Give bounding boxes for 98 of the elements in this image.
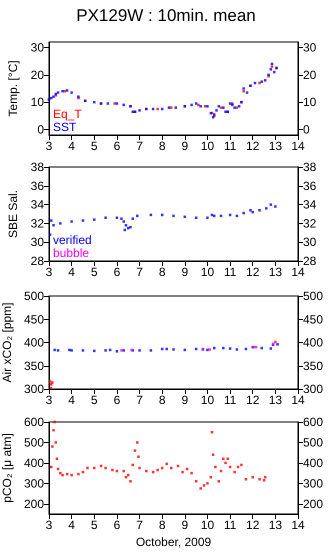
y2-tick-label: 450 [303, 312, 324, 326]
legend-label: bubble [53, 246, 90, 260]
y-axis-title: SBE Sal. [6, 190, 20, 238]
x-tick-label: 9 [181, 393, 188, 407]
x-tick-label: 9 [181, 139, 188, 153]
y-tick-label: 30 [30, 235, 44, 250]
x-tick-label: 14 [291, 393, 305, 407]
x-tick-label: 5 [90, 393, 98, 407]
y-tick-label: 200 [24, 496, 44, 511]
y2-tick-label: 30 [303, 235, 317, 250]
y2-tick-label: 500 [303, 435, 324, 450]
y2-tick-label: 36 [303, 178, 317, 193]
x-tick-label: 3 [46, 265, 53, 279]
y2-tick-label: 300 [303, 382, 324, 396]
y2-tick-label: 300 [303, 476, 324, 490]
y-tick-label: 300 [24, 382, 44, 396]
series-label: verified [53, 233, 92, 247]
x-tick-label: 11 [224, 139, 237, 153]
x-tick-label: 13 [268, 393, 282, 407]
x-tick-label: 4 [68, 139, 76, 153]
x-tick-label: 14 [291, 518, 305, 532]
x-tick-label: 10 [200, 139, 214, 153]
x-tick-label: 8 [158, 518, 166, 532]
x-tick-label: 5 [90, 518, 98, 532]
x-tick-label: 5 [90, 139, 98, 153]
x-tick-label: 6 [114, 393, 121, 407]
x-tick-label: 12 [246, 139, 260, 153]
x-tick-label: 7 [136, 518, 144, 532]
y-tick-label: 0 [37, 122, 44, 137]
x-axis-title: October, 2009 [136, 535, 212, 549]
x-tick-label: 10 [200, 518, 214, 532]
y-axis-title: Air xCO₂ [ppm] [0, 302, 14, 383]
x-tick-label: 14 [291, 139, 305, 153]
y2-tick-label: 34 [303, 198, 317, 212]
x-tick-label: 3 [46, 518, 53, 532]
y-tick-label: 30 [30, 40, 44, 54]
y2-tick-label: 30 [303, 40, 317, 54]
y-tick-label: 500 [24, 435, 44, 450]
y-tick-label: 350 [24, 358, 44, 373]
x-tick-label: 13 [268, 265, 282, 279]
x-tick-label: 12 [246, 518, 260, 532]
y-tick-label: 38 [30, 160, 44, 174]
x-tick-label: 11 [224, 518, 237, 532]
y2-tick-label: 28 [303, 254, 317, 268]
x-tick-label: 10 [200, 265, 214, 279]
y2-tick-label: 600 [303, 415, 324, 429]
y2-tick-label: 200 [303, 496, 324, 511]
x-tick-label: 8 [158, 393, 166, 407]
x-tick-label: 7 [136, 265, 144, 279]
y-tick-label: 36 [30, 178, 44, 193]
x-tick-label: 8 [158, 265, 166, 279]
y-tick-label: 10 [30, 95, 44, 110]
x-tick-label: 12 [246, 393, 260, 407]
y-tick-label: 600 [24, 415, 44, 429]
x-tick-label: 8 [158, 139, 166, 153]
x-tick-label: 11 [224, 393, 237, 407]
y-axis-title: Temp. [°C] [6, 60, 20, 117]
y-tick-label: 500 [24, 289, 44, 303]
x-tick-label: 4 [68, 393, 76, 407]
x-tick-label: 10 [200, 393, 214, 407]
y-tick-label: 300 [24, 476, 44, 490]
y-tick-label: 450 [24, 312, 44, 326]
x-tick-label: 6 [114, 265, 121, 279]
x-tick-label: 13 [268, 139, 282, 153]
y-tick-label: 34 [30, 198, 44, 212]
x-tick-label: 4 [68, 518, 76, 532]
x-tick-label: 11 [224, 265, 237, 279]
x-tick-label: 3 [46, 139, 53, 153]
y2-tick-label: 20 [303, 68, 317, 82]
y2-tick-label: 10 [303, 95, 317, 110]
y2-tick-label: 32 [303, 216, 317, 230]
x-tick-label: 3 [46, 393, 53, 407]
y2-tick-label: 350 [303, 358, 324, 373]
y2-tick-label: 500 [303, 289, 324, 303]
x-tick-label: 13 [268, 518, 282, 532]
y2-tick-label: 0 [303, 122, 310, 137]
x-tick-label: 7 [136, 139, 144, 153]
x-tick-label: 5 [90, 265, 98, 279]
y-axis-title: pCO₂ [μ atm] [0, 433, 14, 503]
x-tick-label: 7 [136, 393, 144, 407]
y-tick-label: 28 [30, 254, 44, 268]
series-label: SST [53, 120, 78, 134]
y-tick-label: 400 [24, 456, 44, 470]
x-tick-label: 6 [114, 518, 121, 532]
x-tick-label: 9 [181, 518, 188, 532]
x-tick-label: 12 [246, 265, 260, 279]
y2-tick-label: 38 [303, 160, 317, 174]
x-tick-label: 14 [291, 265, 305, 279]
chart-title: PX129W : 10min. mean [76, 6, 256, 25]
x-tick-label: 4 [68, 265, 76, 279]
y-tick-label: 32 [30, 216, 44, 230]
y-tick-label: 400 [24, 336, 44, 350]
y2-tick-label: 400 [303, 336, 324, 350]
y2-tick-label: 400 [303, 456, 324, 470]
y-tick-label: 20 [30, 68, 44, 82]
x-tick-label: 6 [114, 139, 121, 153]
series-label: Eq_T [53, 107, 82, 121]
x-tick-label: 9 [181, 265, 188, 279]
